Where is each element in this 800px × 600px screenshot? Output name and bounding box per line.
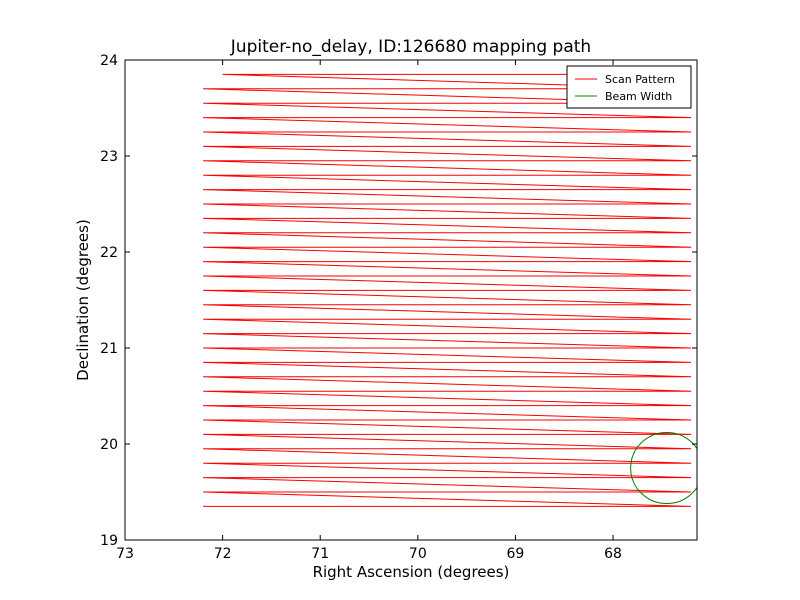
legend-box [566,65,692,109]
y-tick-label: 24 [100,53,118,69]
y-tick-label: 20 [100,437,118,453]
x-tick-label: 71 [311,546,329,562]
y-tick-label: 21 [100,341,118,357]
y-tick-label: 19 [100,533,118,549]
legend-label: Scan Pattern [605,73,675,86]
y-tick-label: 22 [100,245,118,261]
beam-width-circle [630,431,697,505]
y-axis-label: Declination (degrees) [74,219,92,381]
x-tick-label: 70 [409,546,427,562]
x-tick-label: 72 [214,546,232,562]
x-tick-label: 73 [116,546,134,562]
legend-label: Beam Width [605,90,672,103]
plot-area: 73 72 71 70 69 68 19 20 21 22 23 24 Scan Pattern Beam… [100,53,698,562]
y-tick-label: 23 [100,149,118,165]
x-axis-label: Right Ascension (degrees) [313,563,510,581]
axes-frame [124,59,698,541]
x-tick-label: 69 [507,546,525,562]
scan-pattern-line [203,73,692,507]
chart-title: Jupiter-no_delay, ID:126680 mapping path [230,37,591,57]
x-tick-label: 68 [604,546,622,562]
